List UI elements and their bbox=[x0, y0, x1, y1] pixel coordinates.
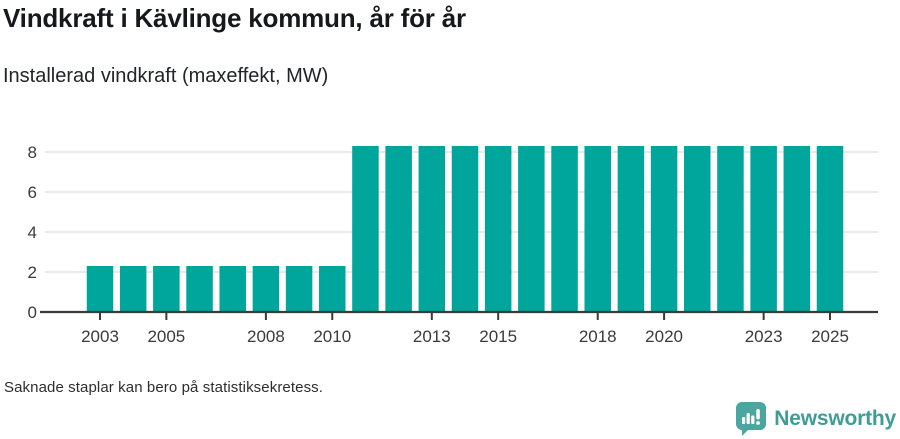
bar-2011 bbox=[352, 146, 379, 312]
bar-2014 bbox=[451, 146, 479, 312]
bar-2022 bbox=[717, 146, 744, 312]
x-tick-label-2003: 2003 bbox=[81, 327, 119, 346]
x-tick-label-2023: 2023 bbox=[745, 327, 783, 346]
bar-2006 bbox=[186, 266, 213, 312]
bar-2017 bbox=[551, 146, 578, 312]
y-tick-label-8: 8 bbox=[28, 143, 37, 162]
y-tick-label-0: 0 bbox=[28, 303, 37, 322]
x-tick-label-2015: 2015 bbox=[479, 327, 517, 346]
bar-2009 bbox=[285, 266, 313, 312]
bar-2016 bbox=[518, 146, 545, 312]
newsworthy-logo: Newsworthy bbox=[735, 401, 896, 437]
chart-subtitle: Installerad vindkraft (maxeffekt, MW) bbox=[3, 65, 329, 87]
bar-2024 bbox=[783, 146, 811, 312]
x-tick-label-2010: 2010 bbox=[313, 327, 351, 346]
y-tick-label-4: 4 bbox=[28, 223, 37, 242]
bar-2008 bbox=[252, 266, 280, 312]
bar-2020 bbox=[650, 146, 678, 312]
x-tick-label-2008: 2008 bbox=[247, 327, 285, 346]
bar-2025 bbox=[816, 146, 844, 312]
bar-2010 bbox=[319, 266, 346, 312]
bar-2007 bbox=[219, 266, 246, 312]
x-tick-label-2020: 2020 bbox=[645, 327, 683, 346]
newsworthy-speech-bubble-barchart-icon bbox=[736, 402, 767, 436]
bar-2013 bbox=[418, 146, 446, 312]
bar-2003 bbox=[86, 266, 114, 312]
chart-title: Vindkraft i Kävlinge kommun, år för år bbox=[3, 3, 466, 33]
bar-2004 bbox=[119, 266, 147, 312]
x-tick-label-2013: 2013 bbox=[413, 327, 451, 346]
x-tick-label-2005: 2005 bbox=[147, 327, 185, 346]
bar-2018 bbox=[584, 146, 611, 312]
newsworthy-logo-text: Newsworthy bbox=[774, 407, 896, 430]
bar-2012 bbox=[385, 146, 412, 312]
bar-2019 bbox=[617, 146, 645, 312]
bar-2005 bbox=[153, 266, 180, 312]
y-tick-label-6: 6 bbox=[28, 183, 37, 202]
x-tick-label-2018: 2018 bbox=[579, 327, 617, 346]
chart-footnote: Saknade staplar kan bero på statistiksek… bbox=[4, 379, 324, 396]
bar-2015 bbox=[484, 146, 512, 312]
y-tick-label-2: 2 bbox=[28, 263, 37, 282]
bar-chart-plot-area: 2003 2005 2008 2010 2013 2015 2018 2020 2023 2025… bbox=[28, 143, 878, 346]
bar-2023 bbox=[750, 146, 777, 312]
bar-2021 bbox=[684, 146, 711, 312]
x-tick-label-2025: 2025 bbox=[811, 327, 849, 346]
